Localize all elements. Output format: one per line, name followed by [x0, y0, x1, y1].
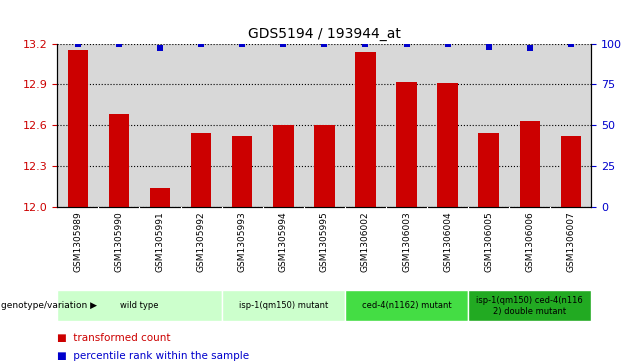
Text: GSM1306004: GSM1306004: [443, 211, 452, 272]
Point: [483, 44, 494, 50]
Bar: [57, 290, 221, 321]
Title: GDS5194 / 193944_at: GDS5194 / 193944_at: [248, 27, 401, 41]
Bar: [109, 114, 129, 207]
Text: GSM1305991: GSM1305991: [155, 211, 165, 272]
Text: genotype/variation ▶: genotype/variation ▶: [1, 301, 97, 310]
Bar: [561, 136, 581, 207]
Point: [443, 41, 453, 46]
Text: ced-4(n1162) mutant: ced-4(n1162) mutant: [362, 301, 452, 310]
Text: ■  transformed count: ■ transformed count: [57, 333, 170, 343]
Text: GSM1306005: GSM1306005: [484, 211, 494, 272]
Bar: [520, 121, 540, 207]
Point: [361, 41, 371, 46]
Bar: [273, 125, 294, 207]
Text: GSM1305993: GSM1305993: [238, 211, 247, 272]
Point: [196, 41, 206, 46]
Point: [237, 41, 247, 46]
Bar: [232, 136, 252, 207]
Point: [401, 41, 411, 46]
Text: GSM1306003: GSM1306003: [402, 211, 411, 272]
Text: isp-1(qm150) ced-4(n116
2) double mutant: isp-1(qm150) ced-4(n116 2) double mutant: [476, 296, 583, 315]
Bar: [468, 290, 591, 321]
Point: [319, 41, 329, 46]
Bar: [478, 134, 499, 207]
Text: GSM1305994: GSM1305994: [279, 211, 287, 272]
Bar: [345, 290, 468, 321]
Bar: [149, 188, 170, 207]
Bar: [191, 134, 211, 207]
Bar: [67, 50, 88, 207]
Text: wild type: wild type: [120, 301, 158, 310]
Point: [73, 41, 83, 46]
Bar: [438, 83, 458, 207]
Text: GSM1305995: GSM1305995: [320, 211, 329, 272]
Text: GSM1305990: GSM1305990: [114, 211, 123, 272]
Bar: [221, 290, 345, 321]
Point: [155, 45, 165, 51]
Point: [566, 41, 576, 46]
Bar: [314, 125, 335, 207]
Point: [278, 41, 288, 46]
Text: GSM1306007: GSM1306007: [567, 211, 576, 272]
Text: ■  percentile rank within the sample: ■ percentile rank within the sample: [57, 351, 249, 361]
Text: GSM1306002: GSM1306002: [361, 211, 370, 272]
Text: isp-1(qm150) mutant: isp-1(qm150) mutant: [238, 301, 328, 310]
Bar: [396, 82, 417, 207]
Text: GSM1306006: GSM1306006: [525, 211, 534, 272]
Point: [114, 41, 124, 46]
Bar: [355, 52, 376, 207]
Text: GSM1305992: GSM1305992: [197, 211, 205, 272]
Text: GSM1305989: GSM1305989: [73, 211, 82, 272]
Point: [525, 45, 535, 51]
